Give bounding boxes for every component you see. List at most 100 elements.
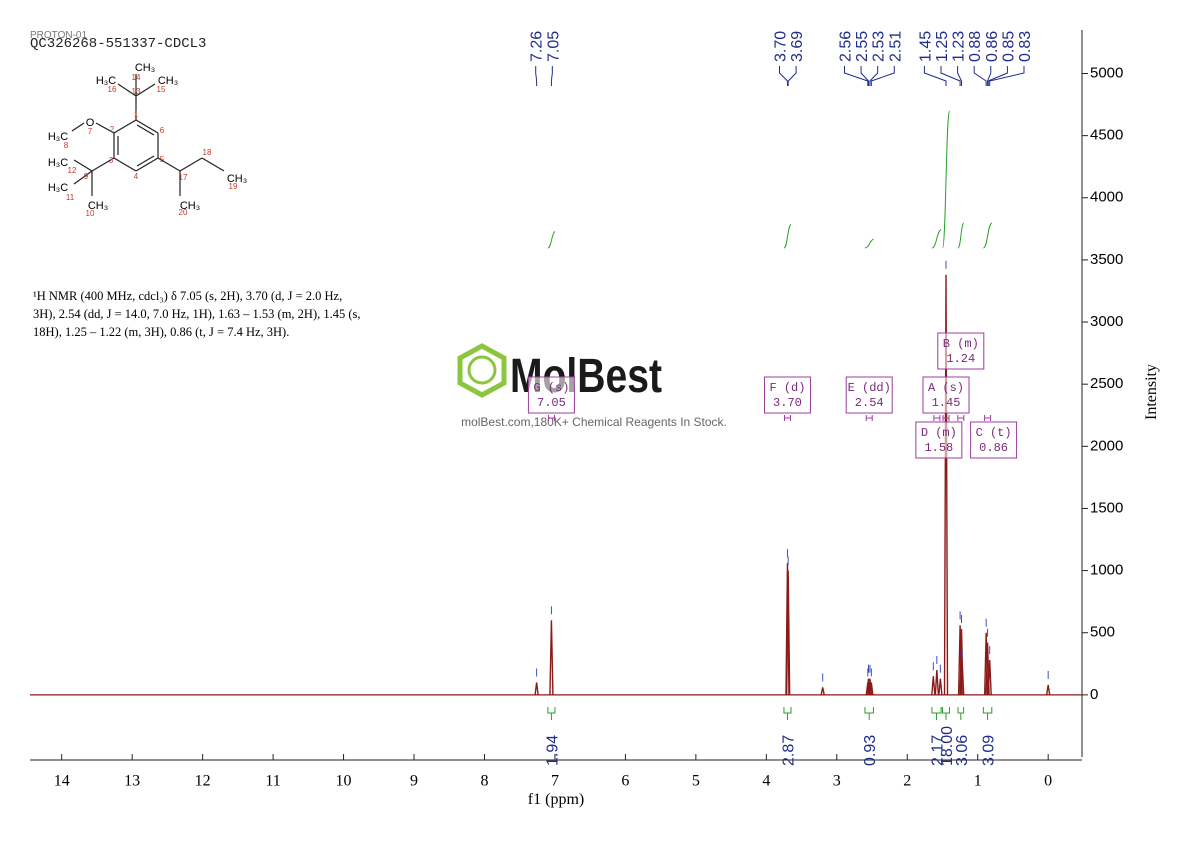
description-line: 3H), 2.54 (dd, J = 14.0, 7.0 Hz, 1H), 1.… [33,307,361,321]
y-tick-label: 3500 [1090,251,1123,268]
y-tick-label: 3000 [1090,313,1123,330]
integral-label: 1.94 [544,735,561,766]
y-tick-label: 4000 [1090,189,1123,206]
peak [534,682,539,695]
y-tick-label: 1000 [1090,562,1123,579]
integral-curve [547,231,556,249]
multiplet-name: F (d) [769,381,805,395]
integral-bracket [957,707,965,720]
multiplet-marker [783,415,791,421]
atom-number: 19 [229,182,238,191]
watermark-tagline: molBest.com,180K+ Chemical Reagents In S… [461,415,727,429]
peak-label-connector [870,66,895,86]
integral-label: 0.93 [862,735,879,766]
peak-label: 1.45 [917,31,934,62]
peak-label: 2.55 [854,31,871,62]
peak [960,663,965,695]
x-tick-label: 6 [621,773,629,790]
multiplet-box [922,376,970,414]
peak-label-connector [860,66,869,86]
watermark: MolBest molBest.com,180K+ Chemical Reage… [457,343,727,429]
x-tick-label: 3 [833,773,841,790]
atom-number: 8 [64,141,69,150]
atom-label: CH₃ [158,75,178,87]
sample-id: QC326268-551337-CDCL3 [30,36,206,52]
atom-label: H₃C [48,182,68,194]
peak-label: 0.83 [1017,31,1034,62]
multiplet-shift: 3.70 [773,396,802,410]
multiplet-box [915,421,963,459]
multiplet-shift: 1.45 [932,396,961,410]
integral-curve [783,224,792,249]
structure-bonds [71,74,225,196]
multiplet-box [970,421,1018,459]
peak-label-connector [787,66,797,86]
x-tick-label: 14 [54,773,70,790]
peak-label: 0.85 [1000,31,1017,62]
x-tick-label: 12 [195,773,211,790]
atom-number: 9 [84,172,89,181]
atom-number: 18 [203,148,212,157]
multiplet-shift: 2.54 [855,396,884,410]
multiplet-marker [957,415,965,421]
peak-label: 0.88 [967,31,984,62]
multiplet-marker [865,415,873,421]
x-tick-label: 4 [762,773,770,790]
atom-number: 6 [160,126,165,135]
atom-number: 5 [160,155,165,164]
atom-label: O [86,117,95,129]
peak [549,620,554,695]
peak-label: 3.69 [789,31,806,62]
peak [943,274,949,695]
peak-label: 3.70 [773,31,790,62]
peak-label: 2.53 [871,31,888,62]
atom-number: 12 [68,166,77,175]
peak-label-connector [989,66,1025,86]
atom-number: 13 [132,87,141,96]
integral-bracket [931,707,942,720]
peak [934,669,940,695]
peak-label: 0.86 [984,31,1001,62]
x-tick-label: 1 [974,773,982,790]
y-tick-label: 2000 [1090,437,1123,454]
x-tick-label: 7 [551,773,559,790]
peak-label-connector [940,66,961,86]
integral-label: 3.06 [954,735,971,766]
integral-bracket [864,707,874,720]
x-axis-title: f1 (ppm) [528,791,584,808]
atom-number: 15 [157,85,166,94]
atom-number: 17 [179,173,188,182]
multiplet-shift: 7.05 [537,396,566,410]
integral-curve [941,110,951,249]
multiplet-name: G (s) [533,381,569,395]
integral-label: 18.00 [939,726,956,766]
peak-label-connector [987,66,992,86]
multiplet-name: C (t) [976,426,1012,440]
multiplet-marker [942,415,950,421]
integral-bracket [941,707,951,720]
integral-label: 2.87 [780,735,797,766]
integral-bracket [982,707,993,720]
multiplet-shift: 0.86 [979,441,1008,455]
atom-number: 3 [109,156,114,165]
multiplet-marker [984,415,992,421]
multiplet-name: D (m) [921,426,957,440]
atom-number: 4 [134,172,139,181]
atom-number: 11 [66,193,75,202]
peak-label-connector [987,66,1008,86]
peak-label-connector [550,66,553,86]
peak-label-connector [973,66,987,86]
peak-label-connector [843,66,869,86]
experiment: PROTON-01 [30,30,87,41]
integral-bracket [547,707,556,720]
peak [869,682,874,695]
peak-label: 7.26 [529,31,546,62]
peak-label-connector [957,66,963,86]
integral-curve [983,222,993,249]
y-tick-label: 5000 [1090,64,1123,81]
integral-label: 3.09 [981,735,998,766]
atom-label: H₃C [48,131,68,143]
description-line: ¹H NMR (400 MHz, cdcl₃) δ 7.05 (s, 2H), … [33,289,342,303]
integral-bracket [783,707,792,720]
